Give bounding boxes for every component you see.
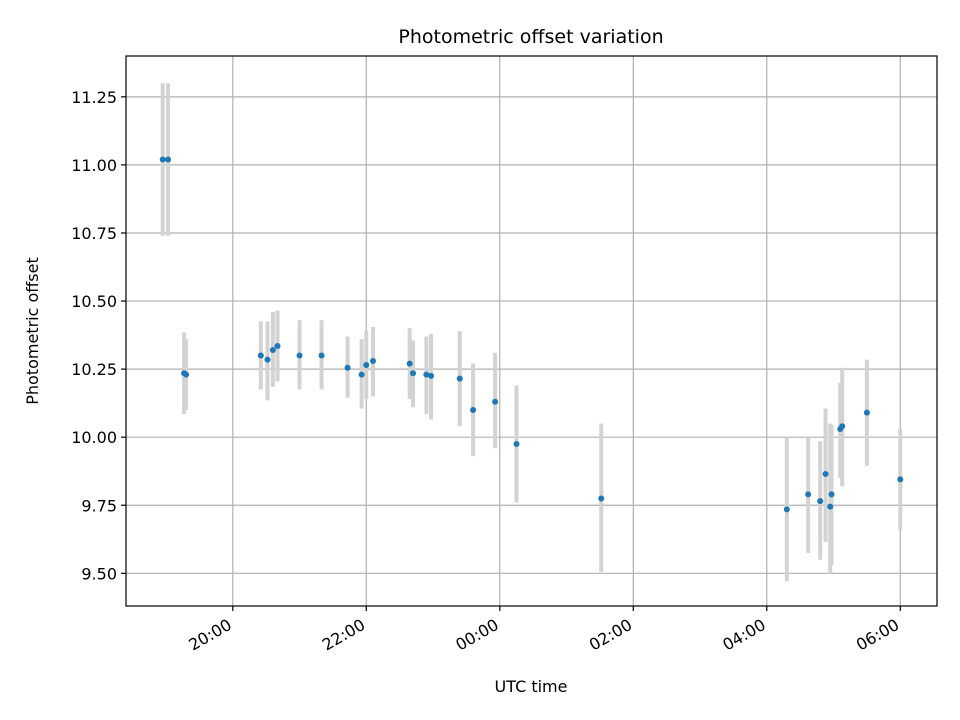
data-point	[344, 364, 351, 371]
y-tick-label: 11.25	[71, 88, 117, 107]
y-axis-label: Photometric offset	[23, 257, 42, 405]
y-tick-label: 10.50	[71, 292, 117, 311]
x-tick-label: 00:00	[452, 615, 501, 655]
data-point	[863, 409, 870, 416]
data-point	[369, 357, 376, 364]
data-point	[822, 470, 829, 477]
data-point	[827, 503, 834, 510]
x-tick-label: 22:00	[319, 615, 368, 655]
data-point	[839, 423, 846, 430]
data-point	[598, 495, 605, 502]
data-point	[828, 491, 835, 498]
data-point	[805, 491, 812, 498]
data-point	[406, 360, 413, 367]
x-tick-label: 02:00	[586, 615, 635, 655]
y-tick-label: 9.75	[81, 496, 117, 515]
grid	[126, 56, 937, 606]
data-point	[783, 506, 790, 513]
data-point	[492, 398, 499, 405]
data-point	[165, 156, 172, 163]
data-point	[257, 352, 264, 359]
y-tick-label: 9.50	[81, 564, 117, 583]
data-point	[363, 362, 370, 369]
ticks: 20:00 22:00 00:00 02:00 04:00 06:00 9.50 9.75 10…	[71, 88, 902, 655]
x-tick-label: 04:00	[719, 615, 768, 655]
data-point	[183, 371, 190, 378]
data-point	[428, 372, 435, 379]
data-point	[423, 371, 430, 378]
x-tick-label: 20:00	[185, 615, 234, 655]
data-point	[296, 352, 303, 359]
data-point	[274, 342, 281, 349]
data-point	[159, 156, 166, 163]
x-axis-label: UTC time	[495, 677, 568, 696]
data-point	[358, 371, 365, 378]
data-point	[318, 352, 325, 359]
data-point	[456, 375, 463, 382]
data-points	[159, 156, 904, 513]
data-point	[513, 440, 520, 447]
data-point	[269, 347, 276, 354]
y-tick-label: 11.00	[71, 156, 117, 175]
y-tick-label: 10.00	[71, 428, 117, 447]
data-point	[897, 476, 904, 483]
y-tick-label: 10.25	[71, 360, 117, 379]
y-tick-label: 10.75	[71, 224, 117, 243]
plot-frame	[125, 55, 938, 607]
error-bars	[160, 83, 903, 582]
x-tick-label: 06:00	[853, 615, 902, 655]
data-point	[410, 370, 417, 377]
data-point	[264, 356, 271, 363]
chart-title: Photometric offset variation	[398, 26, 663, 48]
data-point	[817, 498, 824, 505]
data-point	[470, 406, 477, 413]
